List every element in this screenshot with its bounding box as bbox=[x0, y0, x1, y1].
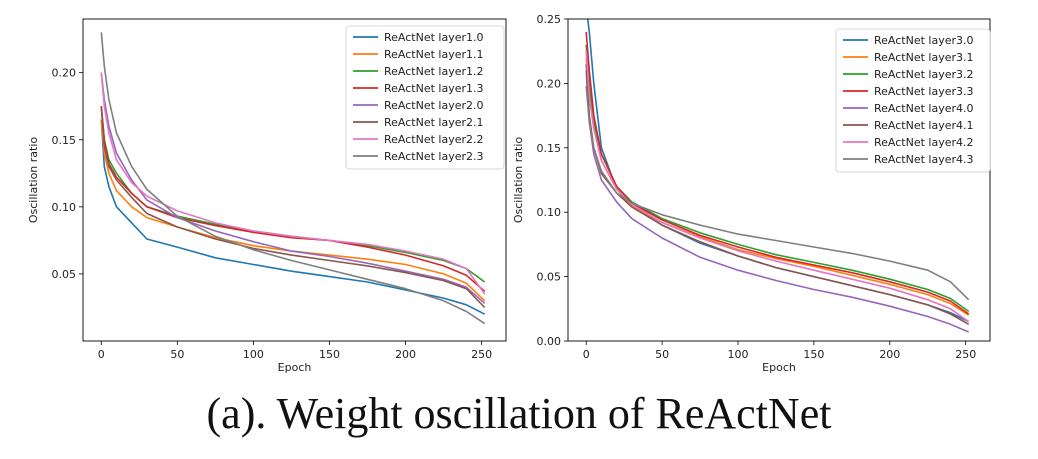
x-tick-label: 0 bbox=[98, 348, 105, 361]
legend-label: ReActNet layer2.3 bbox=[384, 150, 484, 163]
series-line-7 bbox=[100, 72, 486, 295]
x-tick-label: 200 bbox=[879, 348, 900, 361]
x-tick-label: 200 bbox=[395, 348, 416, 361]
x-tick-label: 100 bbox=[728, 348, 749, 361]
axes-frame bbox=[567, 18, 991, 342]
figure-caption: (a). Weight oscillation of ReActNet bbox=[206, 389, 832, 438]
series-lines bbox=[100, 32, 486, 325]
series-line-4 bbox=[585, 31, 970, 315]
y-tick-label: 0.05 bbox=[537, 271, 562, 284]
x-tick-label: 50 bbox=[170, 348, 184, 361]
legend-label: ReActNet layer3.2 bbox=[874, 68, 974, 81]
y-tick-label: 0.25 bbox=[537, 13, 562, 26]
y-tick-label: 0.00 bbox=[537, 335, 562, 348]
y-tick-label: 0.05 bbox=[52, 268, 77, 281]
x-tick-label: 250 bbox=[955, 348, 976, 361]
x-tick-label: 100 bbox=[243, 348, 264, 361]
legend: ReActNet layer3.0 ReActNet layer3.1 ReActN… bbox=[835, 28, 991, 173]
y-tick-label: 0.10 bbox=[537, 206, 562, 219]
legend-label: ReActNet layer2.1 bbox=[384, 116, 484, 129]
x-tick-label: 50 bbox=[655, 348, 669, 361]
y-axis-label: Oscillation ratio bbox=[512, 137, 525, 224]
y-tick-label: 0.15 bbox=[52, 134, 77, 147]
series-lines bbox=[585, 19, 970, 333]
x-axis-label: Epoch bbox=[278, 361, 312, 374]
legend-label: ReActNet layer1.3 bbox=[384, 82, 484, 95]
x-tick-label: 150 bbox=[803, 348, 824, 361]
axes-frame bbox=[82, 18, 507, 342]
legend: ReActNet layer1.0 ReActNet layer1.1 ReActN… bbox=[345, 25, 505, 170]
x-axis-label: Epoch bbox=[762, 361, 796, 374]
legend-label: ReActNet layer3.1 bbox=[874, 51, 974, 64]
legend-label: ReActNet layer1.2 bbox=[384, 65, 484, 78]
legend-label: ReActNet layer4.1 bbox=[874, 119, 974, 132]
legend-label: ReActNet layer3.3 bbox=[874, 85, 974, 98]
legend-label: ReActNet layer2.0 bbox=[384, 99, 484, 112]
series-line-5 bbox=[100, 72, 486, 305]
y-tick-label: 0.20 bbox=[537, 77, 562, 90]
chart-panel-2: 0 50 100 150 200 250 0.00 0.05 0.10 0.15 0.20 0.25 E… bbox=[512, 13, 991, 374]
legend-label: ReActNet layer1.1 bbox=[384, 48, 484, 61]
series-line-5 bbox=[585, 70, 970, 333]
x-tick-label: 0 bbox=[583, 348, 590, 361]
legend-label: ReActNet layer3.0 bbox=[874, 34, 974, 47]
legend-box bbox=[835, 28, 991, 173]
legend-label: ReActNet layer4.2 bbox=[874, 136, 974, 149]
series-line-7 bbox=[585, 51, 970, 323]
legend-label: ReActNet layer2.2 bbox=[384, 133, 484, 146]
series-line-4 bbox=[100, 106, 486, 293]
series-line-8 bbox=[100, 32, 486, 325]
series-line-2 bbox=[100, 119, 486, 302]
series-line-8 bbox=[585, 85, 970, 301]
legend-label: ReActNet layer4.0 bbox=[874, 102, 974, 115]
chart-panel-1: 0 50 100 150 200 250 0.05 0.10 0.15 0.20 Epoch Osci… bbox=[27, 18, 507, 374]
legend-label: ReActNet layer4.3 bbox=[874, 153, 974, 166]
x-tick-label: 250 bbox=[471, 348, 492, 361]
x-tick-label: 150 bbox=[319, 348, 340, 361]
y-tick-label: 0.10 bbox=[52, 201, 77, 214]
legend-box bbox=[345, 25, 505, 170]
y-tick-label: 0.20 bbox=[52, 67, 77, 80]
legend-label: ReActNet layer1.0 bbox=[384, 31, 484, 44]
y-tick-label: 0.15 bbox=[537, 142, 562, 155]
y-axis-label: Oscillation ratio bbox=[27, 137, 40, 224]
